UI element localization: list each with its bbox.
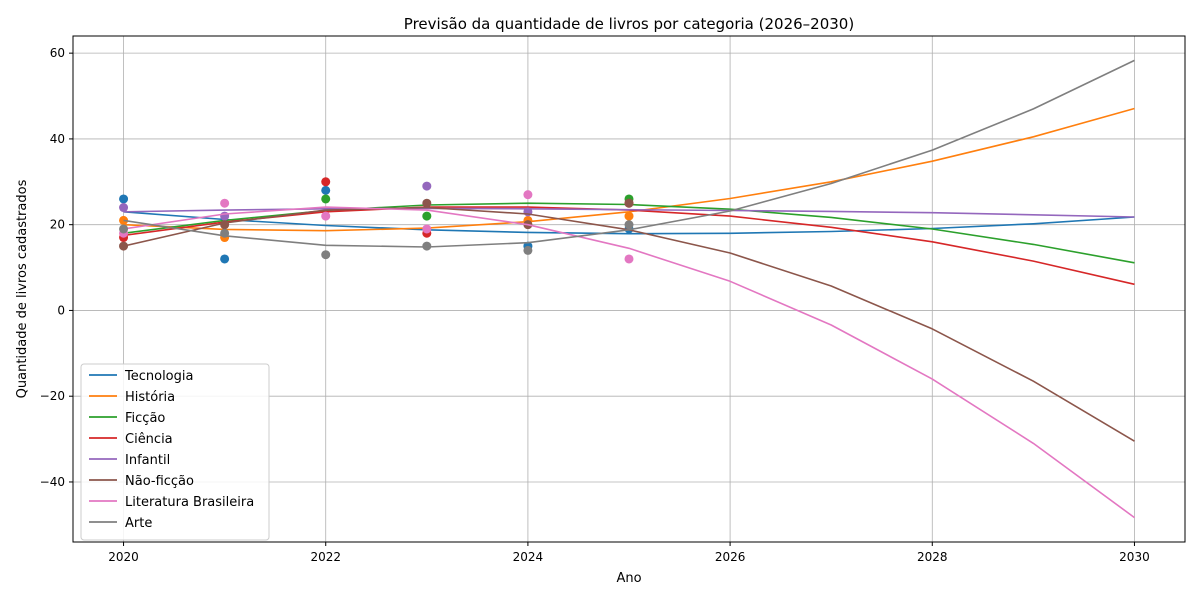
legend-label: História xyxy=(125,390,175,405)
legend-item: Ficção xyxy=(89,411,165,426)
data-point xyxy=(624,220,634,230)
legend-item: Não-ficção xyxy=(89,474,194,489)
data-point xyxy=(523,190,533,200)
data-point xyxy=(422,211,432,221)
legend-item: Tecnologia xyxy=(89,369,193,384)
x-tick-label: 2026 xyxy=(715,550,746,564)
y-tick-label: −40 xyxy=(40,475,65,489)
x-tick-label: 2028 xyxy=(917,550,948,564)
series-8 xyxy=(119,59,1135,260)
legend: Tecnologia História Ficção Ciência Infantil N… xyxy=(80,363,270,541)
legend-label: Tecnologia xyxy=(124,369,193,384)
data-point xyxy=(119,224,129,234)
legend-label: Arte xyxy=(125,516,152,531)
legend-label: Literatura Brasileira xyxy=(125,495,254,510)
y-axis-label: Quantidade de livros cadastrados xyxy=(15,179,30,398)
data-point xyxy=(422,198,432,208)
y-tick-label: −20 xyxy=(40,389,65,403)
axis-ticks: 2020 2022 2024 2026 2028 2030 −40 −20 0 20 40 60 xyxy=(40,46,1150,564)
x-tick-label: 2020 xyxy=(108,550,139,564)
data-point xyxy=(624,254,634,264)
legend-item: Arte xyxy=(89,516,152,531)
data-point xyxy=(321,211,331,221)
legend-item: Infantil xyxy=(89,453,170,468)
x-tick-label: 2030 xyxy=(1119,550,1150,564)
legend-label: Ciência xyxy=(125,432,173,447)
data-point xyxy=(422,224,432,234)
data-point xyxy=(119,241,129,251)
x-tick-label: 2022 xyxy=(310,550,341,564)
chart-title: Previsão da quantidade de livros por cat… xyxy=(404,15,854,33)
data-point xyxy=(523,245,533,255)
legend-label: Ficção xyxy=(125,411,165,426)
data-point xyxy=(624,198,634,208)
data-point xyxy=(220,220,230,230)
legend-item: Literatura Brasileira xyxy=(89,495,254,510)
y-tick-label: 20 xyxy=(50,218,65,232)
data-point xyxy=(321,250,331,260)
data-point xyxy=(220,211,230,221)
data-point xyxy=(321,177,331,187)
data-point xyxy=(220,254,230,264)
data-point xyxy=(220,228,230,238)
legend-label: Não-ficção xyxy=(125,474,194,489)
data-point xyxy=(422,181,432,191)
x-axis-label: Ano xyxy=(616,571,641,586)
data-point xyxy=(422,241,432,251)
y-tick-label: 0 xyxy=(57,303,65,317)
plot-area xyxy=(119,59,1135,519)
series-line xyxy=(123,59,1135,248)
legend-item: Ciência xyxy=(89,432,173,447)
data-point xyxy=(321,185,331,195)
y-tick-label: 40 xyxy=(50,132,65,146)
y-tick-label: 60 xyxy=(50,46,65,60)
data-point xyxy=(119,194,129,204)
series-line xyxy=(123,211,1135,235)
x-tick-label: 2024 xyxy=(513,550,544,564)
data-point xyxy=(119,203,129,213)
series-line xyxy=(123,206,1135,519)
plot-frame xyxy=(72,35,1186,543)
data-point xyxy=(624,211,634,221)
data-point xyxy=(321,194,331,204)
data-point xyxy=(220,198,230,208)
legend-box xyxy=(80,363,270,541)
legend-label: Infantil xyxy=(125,453,170,468)
legend-item: História xyxy=(89,390,175,405)
